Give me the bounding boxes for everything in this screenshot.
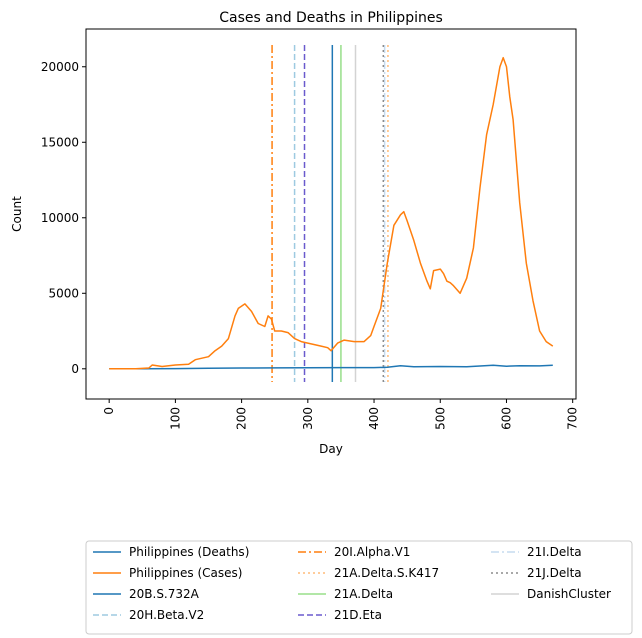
axes: 0 100 200 300 400 500 600 700 0 5000 10000 15000 200…	[41, 60, 580, 430]
legend-label: DanishCluster	[527, 587, 611, 601]
y-tick-label: 10000	[41, 211, 79, 225]
x-tick-label: 600	[499, 407, 513, 430]
legend-label: 20I.Alpha.V1	[334, 545, 410, 559]
legend: Philippines (Deaths) Philippines (Cases) 2…	[85, 540, 633, 635]
x-tick-label: 100	[168, 407, 182, 430]
y-tick-label: 5000	[48, 286, 79, 300]
plot-frame	[85, 28, 577, 400]
legend-label: 21A.Delta.S.K417	[334, 566, 439, 580]
x-tick-label: 300	[301, 407, 315, 430]
y-tick-label: 15000	[41, 135, 79, 149]
x-tick-label: 200	[235, 407, 249, 430]
x-axis-label: Day	[319, 442, 343, 456]
y-tick-label: 0	[71, 362, 79, 376]
x-tick-label: 0	[102, 407, 116, 415]
legend-label: 21I.Delta	[527, 545, 582, 559]
y-tick-label: 20000	[41, 60, 79, 74]
y-axis-label: Count	[10, 196, 24, 232]
legend-label: 21J.Delta	[527, 566, 582, 580]
series-line	[109, 56, 554, 370]
legend-label: Philippines (Deaths)	[129, 545, 249, 559]
x-tick-label: 700	[566, 407, 580, 430]
series-line	[109, 364, 553, 370]
chart-title: Cases and Deaths in Philippines	[219, 10, 443, 26]
legend-label: Philippines (Cases)	[129, 566, 242, 580]
legend-label: 20H.Beta.V2	[129, 608, 204, 622]
x-tick-label: 400	[367, 407, 381, 430]
legend-frame	[85, 540, 633, 635]
legend-label: 21D.Eta	[334, 608, 382, 622]
plot-area	[109, 45, 554, 382]
legend-label: 21A.Delta	[334, 587, 393, 601]
legend-label: 20B.S.732A	[129, 587, 200, 601]
x-tick-label: 500	[433, 407, 447, 430]
